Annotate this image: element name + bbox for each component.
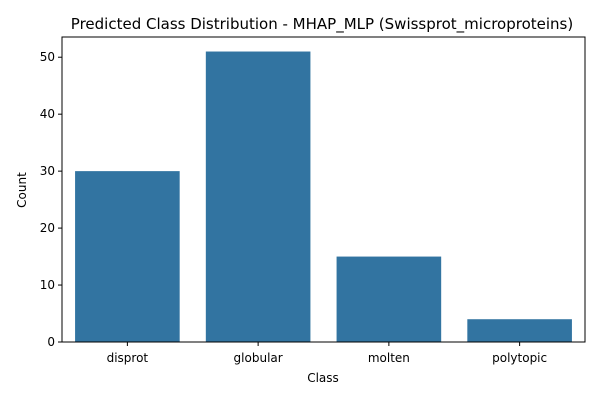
bar-globular <box>205 51 311 343</box>
y-axis-label: Count <box>15 172 29 208</box>
bar-polytopic <box>467 319 572 342</box>
y-tick-label: 30 <box>40 164 55 178</box>
chart-title: Predicted Class Distribution - MHAP_MLP … <box>71 15 573 34</box>
bars-group <box>75 51 572 343</box>
x-tick-label: globular <box>234 351 283 365</box>
y-tick-label: 0 <box>47 335 55 349</box>
bar-disprot <box>75 171 180 342</box>
x-tick-label: polytopic <box>492 351 547 365</box>
bar-molten <box>336 256 442 342</box>
x-tick-label: disprot <box>107 351 149 365</box>
y-axis-ticks: 0 10 20 30 40 50 <box>40 50 62 349</box>
plot-frame <box>61 36 586 343</box>
x-axis-label: Class <box>307 371 339 385</box>
x-tick-label: molten <box>368 351 410 365</box>
y-tick-label: 20 <box>40 221 55 235</box>
y-tick-label: 10 <box>40 278 55 292</box>
y-tick-label: 50 <box>40 50 55 64</box>
x-axis-ticks: disprot globular molten polytopic <box>107 342 547 365</box>
y-tick-label: 40 <box>40 107 55 121</box>
